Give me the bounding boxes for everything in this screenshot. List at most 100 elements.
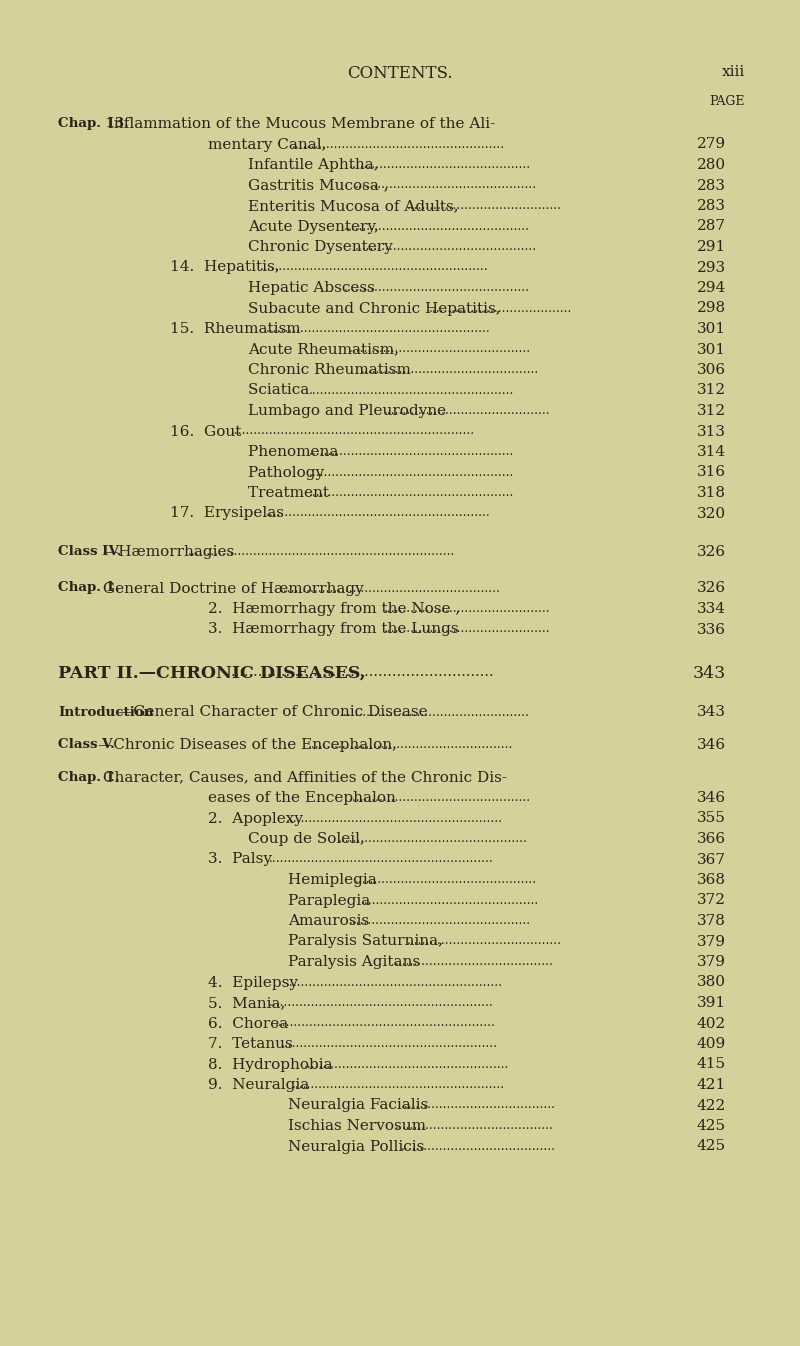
Text: .....................................................: ........................................…	[309, 446, 514, 458]
Text: ...........................................: ........................................…	[384, 622, 550, 635]
Text: 293: 293	[697, 261, 726, 275]
Text: Sciatica: Sciatica	[248, 384, 319, 397]
Text: eases of the Encephalon: eases of the Encephalon	[208, 791, 401, 805]
Text: 291: 291	[697, 240, 726, 254]
Text: xiii: xiii	[722, 65, 745, 79]
Text: Chap. 1.: Chap. 1.	[58, 581, 120, 595]
Text: .........................................................: ........................................…	[275, 1016, 496, 1030]
Text: ..........................................................: ........................................…	[269, 852, 494, 865]
Text: PAGE: PAGE	[710, 96, 745, 108]
Text: 16.  Gout: 16. Gout	[170, 424, 246, 439]
Text: Chap. 13.: Chap. 13.	[58, 117, 129, 131]
Text: ........................................: ........................................	[406, 199, 562, 213]
Text: Paralysis Agitans: Paralysis Agitans	[288, 956, 425, 969]
Text: 9.  Neuralgia: 9. Neuralgia	[208, 1078, 314, 1092]
Text: 316: 316	[697, 466, 726, 479]
Text: Amaurosis: Amaurosis	[288, 914, 374, 927]
Text: Acute Rheumatism,: Acute Rheumatism,	[248, 342, 399, 357]
Text: 287: 287	[697, 219, 726, 233]
Text: 425: 425	[697, 1119, 726, 1133]
Text: .....................................................: ........................................…	[309, 486, 514, 499]
Text: Chronic Dysentery: Chronic Dysentery	[248, 240, 398, 254]
Text: 326: 326	[697, 581, 726, 595]
Text: Neuralgia Facialis: Neuralgia Facialis	[288, 1098, 433, 1113]
Text: 8.  Hydrophobia: 8. Hydrophobia	[208, 1058, 338, 1071]
Text: .....................................................: ........................................…	[309, 466, 514, 478]
Text: 5.  Mania,: 5. Mania,	[208, 996, 286, 1010]
Text: 415: 415	[697, 1058, 726, 1071]
Text: 3.  Palsy: 3. Palsy	[208, 852, 277, 867]
Text: 343: 343	[693, 665, 726, 682]
Text: .....................................: .....................................	[430, 302, 573, 315]
Text: mentary Canal,: mentary Canal,	[208, 137, 326, 152]
Text: 306: 306	[697, 363, 726, 377]
Text: Treatment: Treatment	[248, 486, 334, 499]
Text: 402: 402	[697, 1016, 726, 1031]
Text: Paralysis Saturnina,: Paralysis Saturnina,	[288, 934, 443, 949]
Text: 379: 379	[697, 956, 726, 969]
Text: ...............................................: ........................................…	[350, 791, 531, 804]
Text: 326: 326	[697, 545, 726, 559]
Text: ...............................................: ........................................…	[355, 240, 537, 253]
Text: 283: 283	[697, 199, 726, 213]
Text: 4.  Epilepsy: 4. Epilepsy	[208, 976, 303, 989]
Text: 380: 380	[697, 976, 726, 989]
Text: .........................................: ........................................…	[395, 956, 554, 968]
Text: Neuralgia Pollicis: Neuralgia Pollicis	[288, 1140, 430, 1154]
Text: ........................................: ........................................	[406, 934, 562, 948]
Text: Acute Dysentery,: Acute Dysentery,	[248, 219, 379, 233]
Text: ................................................: ........................................…	[343, 281, 530, 293]
Text: 346: 346	[697, 738, 726, 752]
Text: CONTENTS.: CONTENTS.	[347, 65, 453, 82]
Text: .......................................................: ........................................…	[292, 1078, 506, 1092]
Text: .................................................: ........................................…	[338, 832, 528, 845]
Text: Lumbago and Pleurodyne: Lumbago and Pleurodyne	[248, 404, 451, 419]
Text: 379: 379	[697, 934, 726, 949]
Text: 313: 313	[697, 424, 726, 439]
Text: 6.  Chorea: 6. Chorea	[208, 1016, 293, 1031]
Text: Class V.: Class V.	[58, 738, 115, 751]
Text: Chap. 1.: Chap. 1.	[58, 770, 120, 783]
Text: 355: 355	[697, 812, 726, 825]
Text: Character, Causes, and Affinities of the Chronic Dis-: Character, Causes, and Affinities of the…	[98, 770, 507, 785]
Text: 320: 320	[697, 506, 726, 521]
Text: .....................................................................: ........................................…	[187, 545, 454, 559]
Text: Introduction: Introduction	[58, 705, 154, 719]
Text: 409: 409	[697, 1036, 726, 1051]
Text: ...............................................: ........................................…	[350, 342, 531, 355]
Text: Class IV.: Class IV.	[58, 545, 122, 559]
Text: 314: 314	[697, 446, 726, 459]
Text: 343: 343	[697, 705, 726, 720]
Text: ...............................................: ........................................…	[350, 157, 531, 171]
Text: —Hæmorrhagies: —Hæmorrhagies	[103, 545, 239, 559]
Text: 368: 368	[697, 874, 726, 887]
Text: ........................................................: ........................................…	[286, 976, 503, 988]
Text: 367: 367	[697, 852, 726, 867]
Text: ...............................................: ........................................…	[355, 874, 537, 886]
Text: 422: 422	[697, 1098, 726, 1113]
Text: Hemiplegia: Hemiplegia	[288, 874, 382, 887]
Text: Phenomena: Phenomena	[248, 446, 343, 459]
Text: 312: 312	[697, 404, 726, 419]
Text: Infantile Aphtha,: Infantile Aphtha,	[248, 157, 378, 172]
Text: ...........................................: ........................................…	[383, 404, 550, 417]
Text: ...............................................: ........................................…	[349, 914, 531, 927]
Text: 283: 283	[697, 179, 726, 192]
Text: General Doctrine of Hæmorrhagy: General Doctrine of Hæmorrhagy	[98, 581, 364, 595]
Text: Gastritis Mucosa ,: Gastritis Mucosa ,	[248, 179, 389, 192]
Text: .........................................................: ........................................…	[231, 665, 494, 678]
Text: Pathology: Pathology	[248, 466, 329, 479]
Text: 279: 279	[697, 137, 726, 152]
Text: 346: 346	[697, 791, 726, 805]
Text: ..............................................: ........................................…	[361, 894, 539, 906]
Text: 301: 301	[697, 322, 726, 336]
Text: 2.  Apoplexy: 2. Apoplexy	[208, 812, 308, 825]
Text: 366: 366	[697, 832, 726, 847]
Text: .........................................: ........................................…	[395, 1119, 554, 1132]
Text: ..........................................................: ........................................…	[269, 996, 494, 1010]
Text: .....................................................: ........................................…	[309, 384, 514, 397]
Text: ...............................................................: ........................................…	[231, 424, 475, 437]
Text: ........................................................: ........................................…	[286, 812, 503, 825]
Text: .........................................................: ........................................…	[279, 581, 501, 595]
Text: 312: 312	[697, 384, 726, 397]
